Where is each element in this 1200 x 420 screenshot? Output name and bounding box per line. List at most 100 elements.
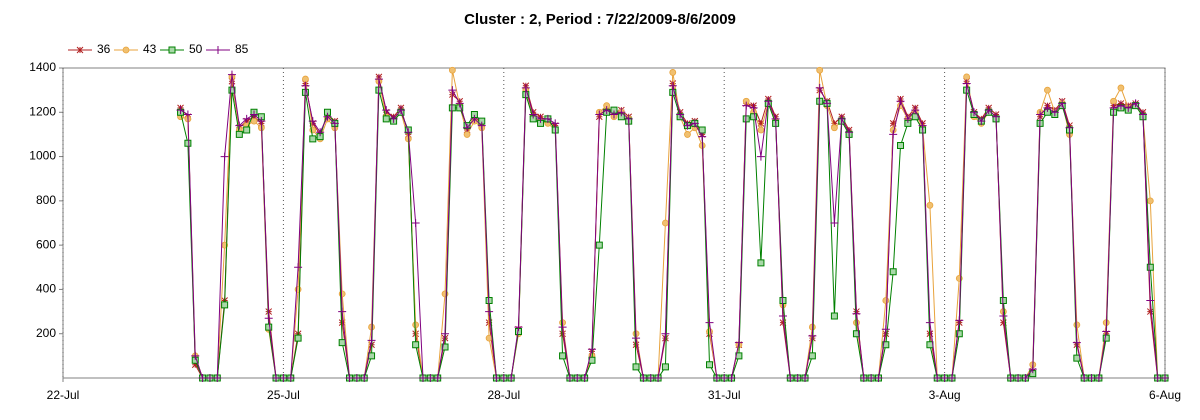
marker bbox=[1117, 84, 1125, 92]
marker bbox=[404, 128, 413, 137]
marker bbox=[669, 69, 677, 76]
marker bbox=[662, 219, 669, 227]
marker bbox=[455, 99, 464, 108]
marker bbox=[962, 79, 971, 88]
marker bbox=[837, 114, 846, 123]
marker bbox=[676, 110, 685, 119]
marker bbox=[1044, 86, 1051, 94]
marker bbox=[345, 374, 354, 382]
marker bbox=[360, 374, 369, 382]
marker bbox=[1043, 103, 1052, 112]
marker bbox=[1028, 365, 1037, 374]
marker bbox=[250, 110, 259, 119]
marker bbox=[492, 374, 501, 382]
marker bbox=[301, 81, 310, 90]
legend-label: 50 bbox=[189, 42, 203, 56]
y-tick-label: 600 bbox=[36, 237, 56, 251]
marker bbox=[1124, 103, 1133, 112]
marker bbox=[654, 374, 663, 382]
marker bbox=[1161, 374, 1169, 382]
marker bbox=[808, 331, 817, 340]
marker bbox=[265, 323, 273, 331]
marker bbox=[448, 66, 456, 74]
marker bbox=[1050, 108, 1059, 117]
marker bbox=[668, 81, 677, 90]
marker bbox=[499, 374, 508, 382]
marker bbox=[602, 106, 611, 115]
marker bbox=[1036, 110, 1045, 119]
marker bbox=[191, 351, 200, 360]
y-tick-label: 400 bbox=[36, 282, 56, 296]
y-tick-label: 1200 bbox=[29, 104, 56, 118]
marker bbox=[816, 66, 824, 74]
marker bbox=[389, 114, 398, 123]
marker bbox=[352, 374, 361, 382]
marker bbox=[830, 312, 838, 320]
x-tick-label: 6-Aug bbox=[1149, 388, 1181, 402]
series bbox=[176, 70, 1169, 382]
marker bbox=[1073, 321, 1081, 329]
marker bbox=[1014, 374, 1023, 382]
marker bbox=[1146, 296, 1155, 305]
marker bbox=[412, 321, 420, 329]
marker bbox=[242, 114, 251, 123]
marker bbox=[661, 363, 669, 371]
marker bbox=[779, 297, 787, 304]
marker bbox=[911, 106, 920, 115]
marker bbox=[757, 259, 765, 267]
marker bbox=[889, 120, 897, 127]
marker bbox=[441, 329, 450, 338]
marker bbox=[926, 201, 934, 209]
marker bbox=[1058, 99, 1067, 108]
marker bbox=[308, 117, 317, 126]
x-tick-label: 25-Jul bbox=[267, 388, 300, 402]
marker bbox=[302, 75, 309, 83]
marker bbox=[1065, 123, 1074, 132]
marker bbox=[485, 307, 494, 316]
marker bbox=[1043, 108, 1051, 116]
marker bbox=[338, 339, 346, 347]
legend-label: 36 bbox=[97, 42, 111, 56]
marker bbox=[382, 106, 391, 115]
marker bbox=[448, 86, 457, 95]
marker bbox=[1116, 101, 1125, 110]
marker bbox=[823, 99, 832, 108]
marker bbox=[940, 374, 949, 382]
marker bbox=[183, 110, 192, 119]
marker bbox=[1131, 99, 1140, 108]
marker bbox=[529, 110, 538, 119]
marker bbox=[221, 301, 229, 309]
marker bbox=[632, 334, 641, 343]
marker bbox=[882, 341, 890, 349]
marker bbox=[1073, 354, 1081, 362]
marker bbox=[1072, 338, 1081, 347]
marker bbox=[507, 374, 516, 382]
y-tick-label: 1400 bbox=[29, 60, 56, 74]
marker bbox=[947, 374, 956, 382]
marker bbox=[463, 131, 471, 138]
marker bbox=[918, 121, 927, 130]
marker bbox=[1153, 374, 1162, 382]
marker bbox=[720, 374, 729, 382]
marker bbox=[559, 330, 566, 338]
marker bbox=[684, 131, 691, 138]
marker bbox=[859, 374, 868, 382]
marker bbox=[903, 114, 912, 123]
marker bbox=[889, 130, 898, 139]
marker bbox=[418, 374, 427, 382]
marker bbox=[897, 142, 905, 149]
marker bbox=[235, 121, 244, 130]
marker bbox=[580, 374, 589, 382]
marker bbox=[734, 338, 743, 347]
marker bbox=[184, 139, 192, 147]
marker bbox=[1021, 374, 1030, 382]
marker bbox=[926, 341, 934, 349]
marker bbox=[316, 133, 324, 141]
marker bbox=[521, 83, 530, 92]
marker bbox=[485, 334, 493, 342]
marker bbox=[610, 106, 618, 114]
marker bbox=[1138, 110, 1147, 119]
marker bbox=[801, 374, 810, 382]
marker bbox=[756, 152, 765, 161]
